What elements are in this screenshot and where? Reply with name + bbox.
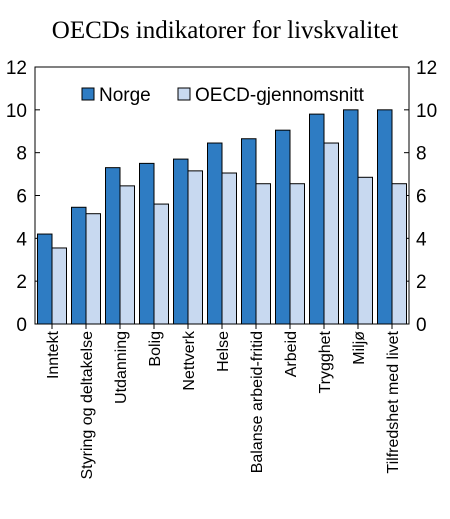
legend-label: Norge — [99, 85, 151, 106]
y-tick-label-left: 0 — [16, 315, 27, 336]
bar-norge — [343, 109, 359, 325]
bar-oecd — [119, 185, 135, 325]
x-tick-label: Tilfredshet med livet — [385, 330, 402, 473]
bar-oecd — [51, 247, 67, 325]
bar-oecd — [357, 176, 373, 325]
x-tick-label: Nettverk — [181, 330, 198, 391]
bar-oecd — [153, 203, 169, 325]
bar-oecd — [391, 183, 407, 325]
y-tick-label-right: 8 — [416, 144, 427, 165]
x-tick-label: Miljø — [351, 331, 368, 365]
bar-oecd — [289, 183, 305, 325]
y-tick-label-right: 12 — [416, 58, 437, 79]
y-tick-label-right: 10 — [416, 101, 437, 122]
legend-label: OECD-gjennomsnitt — [195, 85, 365, 106]
y-tick-label-left: 8 — [16, 144, 27, 165]
y-tick-label-left: 6 — [16, 187, 27, 208]
bar-norge — [71, 206, 87, 325]
bar-oecd — [187, 170, 203, 325]
y-tick-label-left: 2 — [16, 272, 27, 293]
x-tick-label: Bolig — [147, 331, 164, 367]
x-tick-label: Arbeid — [283, 331, 300, 377]
bar-norge — [377, 109, 393, 325]
y-tick-label-right: 2 — [416, 272, 427, 293]
bar-norge — [275, 129, 291, 325]
bar-norge — [139, 162, 155, 325]
y-tick-label-left: 10 — [6, 101, 27, 122]
y-tick-label-right: 4 — [416, 229, 427, 250]
bar-norge — [207, 142, 223, 325]
bar-oecd — [323, 142, 339, 325]
x-tick-label: Helse — [215, 331, 232, 372]
plot-area: 0 0 2 2 4 4 6 6 8 8 10 10 12 12 Inntekt Styring og delt… — [6, 58, 437, 480]
x-tick-label: Utdanning — [113, 331, 130, 404]
legend-swatch — [81, 87, 95, 101]
y-tick-label-left: 4 — [16, 229, 27, 250]
x-tick-label: Styring og deltakelse — [79, 331, 96, 480]
y-tick-label-right: 0 — [416, 315, 427, 336]
bar-norge — [241, 138, 257, 325]
legend: Norge OECD-gjennomsnitt — [81, 85, 365, 106]
bar-norge — [37, 233, 53, 325]
bar-norge — [105, 167, 121, 325]
bar-oecd — [255, 183, 271, 325]
x-tick-label: Inntekt — [45, 330, 62, 379]
x-tick-label: Balanse arbeid-fritid — [249, 331, 266, 473]
y-tick-label-right: 6 — [416, 187, 427, 208]
chart-title: OECDs indikatorer for livskvalitet — [52, 17, 399, 44]
legend-swatch — [177, 87, 191, 101]
bar-norge — [309, 113, 325, 325]
y-tick-label-left: 12 — [6, 58, 27, 79]
bar-norge — [173, 158, 189, 325]
bar-oecd — [221, 172, 237, 325]
x-tick-label: Trygghet — [317, 330, 334, 393]
bar-oecd — [85, 213, 101, 325]
